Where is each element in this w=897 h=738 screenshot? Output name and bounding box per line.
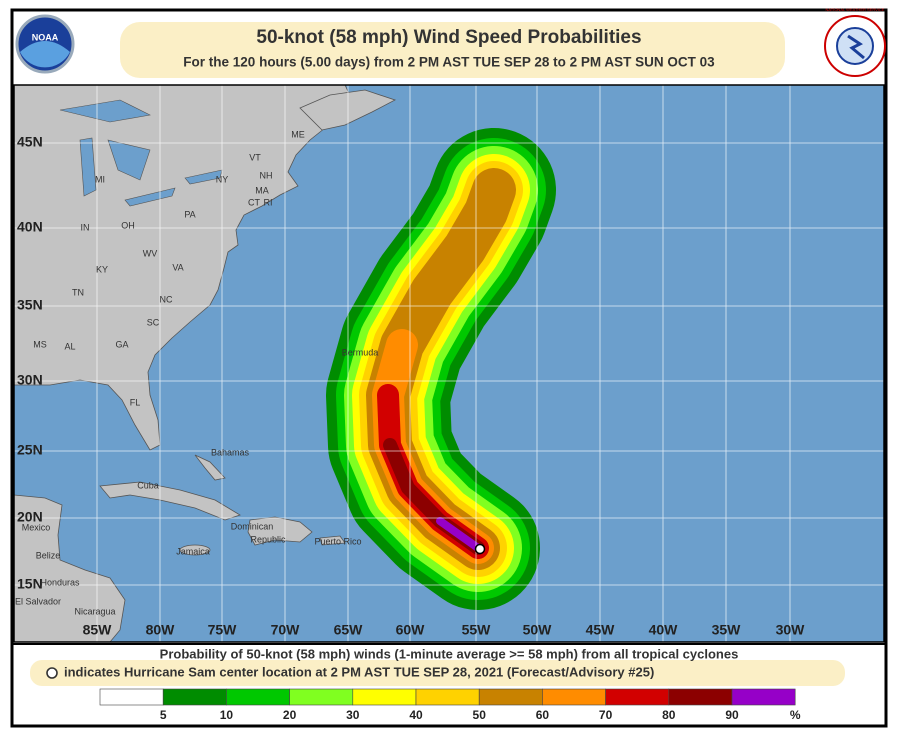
legend-label: 80 bbox=[662, 708, 676, 722]
caption: indicates Hurricane Sam center location … bbox=[64, 664, 654, 679]
great-lakes bbox=[59, 99, 223, 207]
legend-label: 30 bbox=[346, 708, 360, 722]
graticule bbox=[14, 85, 884, 642]
legend-swatch bbox=[352, 688, 417, 706]
longitude-label: 40W bbox=[649, 622, 679, 638]
place-label: Mexico bbox=[22, 522, 51, 532]
place-label: AL bbox=[64, 341, 75, 351]
legend-swatch bbox=[731, 688, 796, 706]
longitude-label: 45W bbox=[586, 622, 616, 638]
logo-text: NATIONAL WEATHER SERVICE bbox=[826, 7, 885, 12]
latitude-label: 40N bbox=[17, 219, 43, 235]
place-label: NC bbox=[160, 294, 173, 304]
place-label: GA bbox=[115, 339, 128, 349]
legend-label: 20 bbox=[283, 708, 297, 722]
longitude-label: 35W bbox=[712, 622, 742, 638]
longitude-label: 50W bbox=[523, 622, 553, 638]
legend-label: 10 bbox=[220, 708, 234, 722]
longitude-label: 55W bbox=[462, 622, 492, 638]
place-label: OH bbox=[121, 220, 135, 230]
place-label: PA bbox=[184, 209, 195, 219]
legend-swatch bbox=[542, 688, 606, 706]
place-label: NY bbox=[216, 174, 229, 184]
place-label: WV bbox=[143, 248, 158, 258]
place-label: MI bbox=[95, 174, 105, 184]
place-label: Bahamas bbox=[211, 447, 250, 457]
noaa-logo: NOAA bbox=[15, 14, 75, 74]
legend-swatch bbox=[289, 688, 354, 706]
legend-swatch bbox=[226, 688, 290, 706]
longitude-label: 30W bbox=[776, 622, 806, 638]
place-label: NH bbox=[260, 170, 273, 180]
place-label: Dominican bbox=[231, 521, 274, 531]
legend-unit: % bbox=[790, 708, 801, 722]
subtitle: For the 120 hours (5.00 days) from 2 PM … bbox=[183, 55, 715, 70]
place-label: Honduras bbox=[40, 577, 80, 587]
legend-swatch bbox=[478, 688, 543, 706]
legend: 5 10 20 30 40 50 60 70 80 90% bbox=[99, 688, 801, 722]
longitude-label: 70W bbox=[271, 622, 301, 638]
place-label: MA bbox=[255, 185, 269, 195]
probability-band bbox=[436, 517, 482, 552]
center-symbol bbox=[46, 667, 58, 679]
place-label: IN bbox=[81, 222, 90, 232]
place-label: Nicaragua bbox=[74, 606, 115, 616]
legend-swatch bbox=[605, 688, 670, 706]
latitude-label: 25N bbox=[17, 442, 43, 458]
place-label: Puerto Rico bbox=[314, 536, 361, 546]
map-border bbox=[13, 84, 885, 643]
legend-label: 90 bbox=[725, 708, 739, 722]
place-label: Belize bbox=[36, 550, 61, 560]
latitude-label: 30N bbox=[17, 372, 43, 388]
longitude-label: 65W bbox=[334, 622, 364, 638]
caption-highlight bbox=[30, 660, 845, 686]
place-label: TN bbox=[72, 287, 84, 297]
legend-label: 70 bbox=[599, 708, 613, 722]
title-highlight bbox=[120, 22, 785, 78]
place-label: CT bbox=[248, 197, 260, 207]
longitude-label: 60W bbox=[396, 622, 426, 638]
caption: Probability of 50-knot (58 mph) winds (1… bbox=[160, 646, 739, 661]
latitude-label: 15N bbox=[17, 576, 43, 592]
place-label: VA bbox=[172, 262, 183, 272]
nws-logo: NATIONAL WEATHER SERVICE bbox=[824, 7, 886, 77]
legend-swatch bbox=[99, 688, 164, 706]
place-label: Republic bbox=[250, 534, 286, 544]
place-label: ME bbox=[291, 129, 305, 139]
legend-label: 5 bbox=[160, 708, 167, 722]
latitude-label: 35N bbox=[17, 297, 43, 313]
place-label: MS bbox=[33, 339, 47, 349]
storm-center bbox=[474, 543, 486, 555]
place-label: Jamaica bbox=[176, 546, 210, 556]
place-label: FL bbox=[130, 397, 141, 407]
legend-label: 60 bbox=[536, 708, 550, 722]
title: 50-knot (58 mph) Wind Speed Probabilitie… bbox=[256, 27, 641, 48]
longitude-label: 75W bbox=[208, 622, 238, 638]
map: 85W 80W 75W 70W 65W 60W 55W 50W 45W 40W 35W 30W 45N 4… bbox=[14, 85, 884, 642]
legend-label: 40 bbox=[409, 708, 423, 722]
logo-text: NOAA bbox=[32, 32, 59, 42]
legend-swatch bbox=[668, 688, 733, 706]
legend-swatch bbox=[162, 688, 227, 706]
place-label: SC bbox=[147, 317, 160, 327]
probability-swath bbox=[326, 128, 556, 610]
place-label: El Salvador bbox=[15, 596, 61, 606]
longitude-label: 80W bbox=[146, 622, 176, 638]
place-label: Cuba bbox=[137, 480, 159, 490]
legend-label: 50 bbox=[473, 708, 487, 722]
place-label: Bermuda bbox=[342, 347, 379, 357]
place-label: KY bbox=[96, 264, 108, 274]
longitude-label: 85W bbox=[83, 622, 113, 638]
place-label: RI bbox=[264, 197, 273, 207]
latitude-label: 20N bbox=[17, 509, 43, 525]
latitude-label: 45N bbox=[17, 134, 43, 150]
legend-swatch bbox=[415, 688, 480, 706]
place-label: VT bbox=[249, 152, 261, 162]
